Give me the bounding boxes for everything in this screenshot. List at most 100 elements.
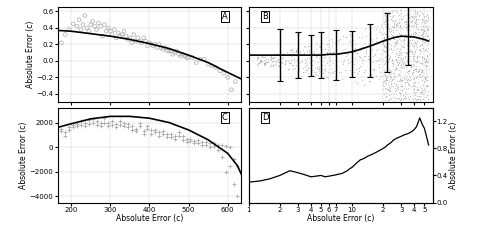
- Point: [412, 25, 420, 29]
- Point: [356, 66, 364, 70]
- Point: [404, 82, 412, 86]
- Point: [382, 94, 390, 98]
- Point: [393, 60, 401, 64]
- Point: [419, 32, 427, 36]
- Point: [382, 99, 390, 102]
- Point: [348, 49, 356, 52]
- Point: [292, 63, 300, 67]
- Point: [165, 49, 173, 53]
- Point: [178, 134, 186, 138]
- Point: [272, 58, 280, 62]
- Point: [412, 50, 420, 54]
- Point: [400, 50, 408, 54]
- Point: [414, 71, 422, 74]
- Point: [396, 8, 404, 12]
- Point: [394, 61, 402, 65]
- Point: [396, 77, 404, 81]
- Point: [380, 92, 388, 96]
- Point: [386, 72, 394, 76]
- Point: [124, 38, 132, 41]
- Point: [294, 58, 302, 62]
- Point: [134, 36, 141, 40]
- Point: [372, 39, 380, 43]
- Point: [308, 63, 316, 67]
- Point: [392, 26, 400, 30]
- Point: [257, 60, 265, 64]
- Point: [422, 59, 430, 63]
- Point: [317, 48, 325, 52]
- Point: [190, 139, 198, 143]
- Point: [410, 63, 418, 67]
- Point: [392, 85, 400, 89]
- Point: [424, 34, 432, 38]
- Point: [412, 60, 420, 63]
- Point: [392, 8, 400, 12]
- Point: [382, 13, 390, 17]
- Point: [379, 80, 387, 84]
- Point: [332, 64, 340, 68]
- Point: [406, 49, 414, 53]
- Point: [148, 128, 156, 132]
- Point: [300, 71, 308, 74]
- Point: [390, 24, 398, 28]
- Point: [402, 50, 409, 54]
- Point: [416, 36, 424, 40]
- Point: [420, 56, 428, 60]
- Point: [392, 41, 400, 44]
- Point: [294, 46, 302, 50]
- Point: [410, 44, 418, 48]
- Point: [408, 19, 416, 23]
- Point: [392, 57, 400, 61]
- Point: [408, 71, 416, 75]
- Point: [303, 56, 311, 60]
- Point: [388, 58, 396, 62]
- Point: [400, 20, 408, 24]
- Point: [394, 87, 402, 91]
- Point: [346, 43, 354, 47]
- Point: [210, 144, 218, 148]
- Point: [274, 57, 281, 61]
- Point: [286, 61, 294, 65]
- Point: [394, 58, 402, 62]
- Point: [410, 83, 418, 87]
- Point: [100, 116, 108, 120]
- Point: [314, 73, 322, 77]
- Point: [288, 52, 296, 56]
- Point: [313, 54, 321, 58]
- Point: [392, 52, 400, 56]
- Point: [387, 81, 395, 85]
- Point: [414, 97, 422, 101]
- Point: [262, 61, 270, 64]
- Point: [413, 57, 421, 61]
- Point: [400, 41, 408, 45]
- Point: [144, 44, 152, 48]
- Point: [382, 32, 390, 36]
- Point: [413, 56, 421, 60]
- Point: [405, 12, 413, 16]
- Point: [356, 69, 364, 73]
- Point: [316, 44, 324, 48]
- Point: [130, 32, 138, 36]
- Point: [402, 22, 410, 26]
- Point: [408, 38, 416, 42]
- Point: [400, 60, 408, 64]
- Point: [371, 52, 379, 56]
- Point: [260, 63, 268, 67]
- Point: [422, 75, 430, 79]
- Point: [267, 63, 275, 67]
- Point: [408, 18, 416, 22]
- Point: [270, 59, 278, 63]
- Point: [386, 27, 394, 31]
- Point: [293, 58, 301, 62]
- Point: [389, 91, 397, 95]
- Point: [380, 42, 388, 46]
- Point: [402, 51, 409, 55]
- Point: [384, 34, 392, 38]
- Point: [390, 37, 398, 41]
- Point: [310, 52, 318, 56]
- Point: [348, 59, 356, 63]
- Point: [404, 95, 412, 99]
- Point: [344, 40, 352, 44]
- Point: [318, 63, 326, 67]
- Point: [404, 83, 412, 87]
